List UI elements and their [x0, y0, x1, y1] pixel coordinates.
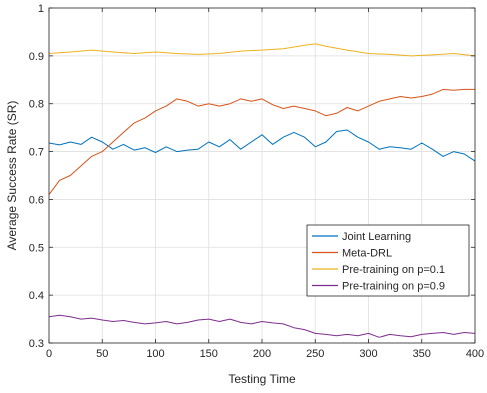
y-tick-label: 0.4: [29, 290, 44, 302]
x-tick-label: 350: [413, 348, 431, 360]
x-tick-label: 150: [200, 348, 218, 360]
y-tick-label: 0.9: [29, 51, 44, 63]
series-layer: [48, 43, 476, 338]
y-tick-label: 0.3: [29, 338, 44, 350]
series-line-1: [48, 129, 476, 162]
series-line-2: [48, 88, 475, 195]
legend-label-3: Pre-training on p=0.1: [342, 264, 445, 276]
y-tick-label: 0.5: [29, 242, 44, 254]
x-axis-label: Testing Time: [228, 372, 296, 386]
y-tick-label: 0.6: [29, 194, 44, 206]
x-tick-label: 300: [359, 348, 377, 360]
x-tick-label: 250: [306, 348, 324, 360]
y-axis-label: Average Success Rate (SR): [5, 101, 19, 251]
legend-label-2: Meta-DRL: [342, 248, 392, 260]
x-tick-label: 100: [146, 348, 164, 360]
legend-label-4: Pre-training on p=0.9: [342, 281, 445, 293]
legend: Joint Learning Meta-DRL Pre-training on p=…: [306, 224, 470, 297]
legend-label-1: Joint Learning: [342, 231, 411, 243]
y-tick-label: 0.8: [29, 99, 44, 111]
x-tick-label: 400: [466, 348, 484, 360]
y-tick-label: 1: [38, 3, 44, 15]
x-tick-label: 0: [46, 348, 52, 360]
x-tick-label: 200: [253, 348, 271, 360]
y-tick-label: 0.7: [29, 147, 44, 159]
legend-box: [306, 224, 470, 297]
x-tick-label: 50: [96, 348, 108, 360]
series-line-4: [48, 314, 476, 338]
series-line-3: [48, 43, 476, 57]
ticks: 0 50 100 150 200 250 300 350 400 0.3 0.4 0.5 0.6 0.7 0…: [29, 3, 484, 360]
